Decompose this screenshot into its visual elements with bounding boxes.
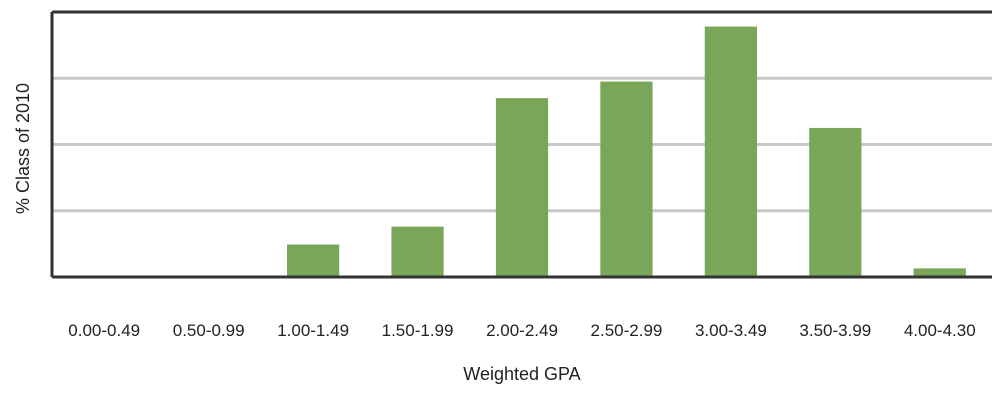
bar-3.00-3.49: [704, 26, 757, 278]
bar-1.50-1.99: [391, 226, 444, 277]
bar-2.00-2.49: [495, 98, 549, 277]
bar-1.00-1.49: [287, 244, 340, 277]
bar-2.50-2.99: [600, 81, 653, 277]
x-tick-label-2: 1.00-1.49: [277, 321, 349, 340]
x-tick-label-3: 1.50-1.99: [382, 321, 454, 340]
x-tick-label-1: 0.50-0.99: [173, 321, 245, 340]
bars: [287, 26, 966, 278]
x-tick-labels: 0.00-0.49 0.50-0.99 1.00-1.49 1.50-1.99 2.00…: [68, 321, 975, 340]
x-tick-label-8: 4.00-4.30: [904, 321, 976, 340]
x-tick-label-6: 3.00-3.49: [695, 321, 767, 340]
axes: [50, 10, 992, 279]
x-axis-title: Weighted GPA: [463, 364, 580, 384]
x-tick-label-5: 2.50-2.99: [591, 321, 663, 340]
x-tick-label-4: 2.00-2.49: [486, 321, 558, 340]
bar-4.00-4.30: [913, 268, 966, 277]
x-tick-label-0: 0.00-0.49: [68, 321, 140, 340]
x-tick-label-7: 3.50-3.99: [799, 321, 871, 340]
y-axis-title: % Class of 2010: [13, 83, 33, 214]
bar-3.50-3.99: [809, 127, 862, 277]
